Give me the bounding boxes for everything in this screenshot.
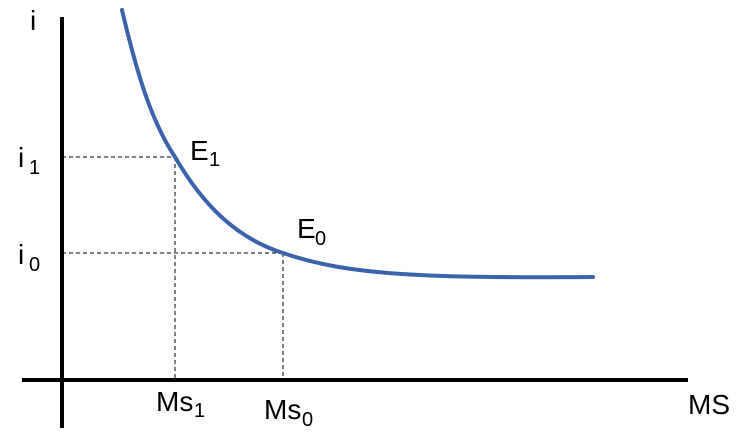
point-e0-subscript: 0 xyxy=(315,228,326,250)
y-tick-i0-subscript: 0 xyxy=(29,254,40,276)
point-e1-subscript: 1 xyxy=(209,149,220,171)
point-e0-main: E xyxy=(297,213,316,244)
liquidity-curve xyxy=(120,8,595,280)
point-e0-label: E 0 xyxy=(297,213,326,250)
y-tick-i1-main: i xyxy=(18,142,24,173)
y-tick-i0: i 0 xyxy=(18,239,40,276)
y-tick-i1-subscript: 1 xyxy=(29,157,40,179)
y-axis-label: i xyxy=(30,5,36,36)
x-axis-label: MS xyxy=(688,389,730,420)
x-tick-ms0-main: Ms xyxy=(264,394,301,425)
y-tick-i1: i 1 xyxy=(18,142,40,179)
point-e1-label: E 1 xyxy=(190,135,220,171)
x-tick-ms1-subscript: 1 xyxy=(194,400,205,422)
x-tick-ms0: Ms 0 xyxy=(264,394,313,431)
y-tick-i0-main: i xyxy=(18,239,24,270)
point-e1-main: E xyxy=(190,135,209,166)
x-tick-ms1: Ms 1 xyxy=(156,386,205,422)
x-tick-ms0-subscript: 0 xyxy=(302,409,313,431)
x-tick-ms1-main: Ms xyxy=(156,386,193,417)
